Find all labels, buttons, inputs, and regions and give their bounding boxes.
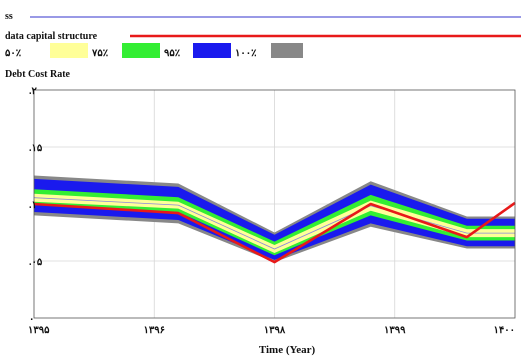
x-tick-labels: ۱۳۹۵ ۱۳۹۶ ۱۳۹۸ ۱۳۹۹ ۱۴۰۰ (28, 325, 515, 336)
y-tick-labels: ۰ .۰۵ .۱ .۱۵ .۲ (29, 86, 43, 325)
legend-label-data-capital-structure: data capital structure (5, 31, 98, 42)
band-swatch-100 (271, 43, 303, 58)
chart-title: Debt Cost Rate (5, 69, 71, 80)
x-axis-label: Time (Year) (259, 344, 316, 356)
plot-frame (33, 89, 516, 319)
x-tick-label: ۱۴۰۰ (494, 325, 515, 336)
x-tick-label: ۱۳۹۹ (384, 325, 406, 336)
y-tick-label: .۲ (29, 86, 38, 97)
x-tick-label: ۱۳۹۸ (264, 325, 286, 336)
x-tick-label: ۱۳۹۶ (144, 325, 165, 336)
x-tick-label: ۱۳۹۵ (28, 325, 50, 336)
y-tick-label: .۱۵ (29, 143, 43, 154)
confidence-band-50 (34, 193, 515, 253)
plot-area (33, 89, 516, 319)
band-swatch-50 (50, 43, 88, 58)
y-tick-label: .۰۵ (29, 257, 43, 268)
band-swatch-95 (193, 43, 231, 58)
band-label-75: ۷۵٪ (91, 48, 109, 59)
y-tick-label: ۰ (29, 314, 34, 325)
band-label-100: ۱۰۰٪ (235, 48, 257, 59)
legend-label-ss: ss (5, 11, 13, 22)
confidence-bands (34, 175, 515, 263)
band-swatch-75 (122, 43, 160, 58)
band-median-line (33, 197, 515, 250)
series-lines (33, 197, 516, 264)
band-label-95: ۹۵٪ (164, 48, 181, 59)
series-line-data-capital-structure (33, 201, 516, 264)
band-label-50: ۵۰٪ (5, 48, 22, 59)
y-tick-label: .۱ (29, 200, 37, 211)
